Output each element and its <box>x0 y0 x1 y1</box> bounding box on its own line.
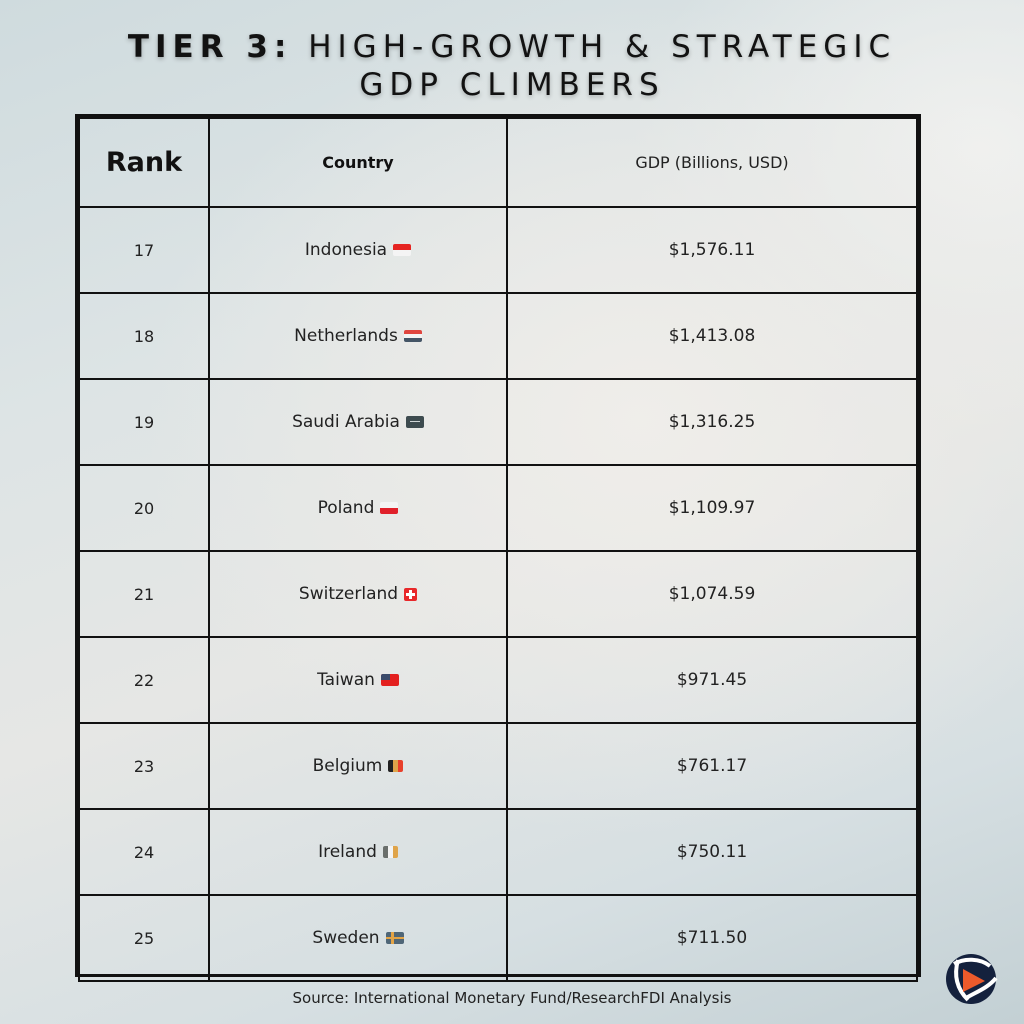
table-row: 17 Indonesia $1,576.11 <box>78 206 918 294</box>
country-cell: Sweden <box>208 894 508 982</box>
table-row: 24 Ireland $750.11 <box>78 808 918 896</box>
researchfdi-logo-icon <box>944 952 998 1006</box>
rank-cell: 17 <box>78 206 210 294</box>
gdp-cell: $1,316.25 <box>506 378 918 466</box>
poland-flag-icon <box>380 502 399 514</box>
table-row: 18 Netherlands $1,413.08 <box>78 292 918 380</box>
gdp-cell: $971.45 <box>506 636 918 724</box>
indonesia-flag-icon <box>393 244 412 256</box>
table-row: 23 Belgium $761.17 <box>78 722 918 810</box>
country-name: Netherlands <box>294 326 398 346</box>
column-header-rank: Rank <box>78 117 210 208</box>
switzerland-flag-icon <box>404 587 418 601</box>
table-header-row: Rank Country GDP (Billions, USD) <box>78 117 918 208</box>
table-row: 21 Switzerland $1,074.59 <box>78 550 918 638</box>
country-cell: Belgium <box>208 722 508 810</box>
gdp-table: Rank Country GDP (Billions, USD) 17 Indo… <box>78 117 918 982</box>
gdp-cell: $711.50 <box>506 894 918 982</box>
ireland-flag-icon <box>382 846 398 858</box>
rank-cell: 18 <box>78 292 210 380</box>
title-tier-label: TIER 3: <box>127 29 293 65</box>
country-name: Ireland <box>318 842 377 862</box>
rank-cell: 20 <box>78 464 210 552</box>
country-cell: Poland <box>208 464 508 552</box>
column-header-gdp: GDP (Billions, USD) <box>506 117 918 208</box>
gdp-cell: $1,413.08 <box>506 292 918 380</box>
table-row: 19 Saudi Arabia $1,316.25 <box>78 378 918 466</box>
country-cell: Ireland <box>208 808 508 896</box>
gdp-cell: $1,109.97 <box>506 464 918 552</box>
column-header-country: Country <box>208 117 508 208</box>
country-cell: Switzerland <box>208 550 508 638</box>
table-row: 25 Sweden $711.50 <box>78 894 918 982</box>
saudi-arabia-flag-icon <box>405 416 424 428</box>
gdp-cell: $750.11 <box>506 808 918 896</box>
gdp-table-container: Rank Country GDP (Billions, USD) 17 Indo… <box>75 114 921 982</box>
country-name: Saudi Arabia <box>292 412 400 432</box>
belgium-flag-icon <box>388 760 404 772</box>
title-subtitle: HIGH-GROWTH & STRATEGIC <box>292 29 897 65</box>
rank-cell: 22 <box>78 636 210 724</box>
country-cell: Indonesia <box>208 206 508 294</box>
source-caption: Source: International Monetary Fund/Rese… <box>292 989 732 1007</box>
country-cell: Taiwan <box>208 636 508 724</box>
rank-cell: 19 <box>78 378 210 466</box>
page-title: TIER 3: HIGH-GROWTH & STRATEGIC GDP CLIM… <box>0 28 1024 104</box>
title-line-1: TIER 3: HIGH-GROWTH & STRATEGIC <box>0 28 1024 66</box>
country-name: Poland <box>317 498 375 518</box>
country-name: Indonesia <box>304 240 388 260</box>
country-name: Belgium <box>312 756 383 776</box>
country-cell: Netherlands <box>208 292 508 380</box>
gdp-cell: $761.17 <box>506 722 918 810</box>
gdp-cell: $1,074.59 <box>506 550 918 638</box>
netherlands-flag-icon <box>403 330 422 342</box>
country-name: Taiwan <box>317 670 375 690</box>
rank-cell: 23 <box>78 722 210 810</box>
gdp-cell: $1,576.11 <box>506 206 918 294</box>
rank-cell: 21 <box>78 550 210 638</box>
taiwan-flag-icon <box>380 674 399 686</box>
table-row: 22 Taiwan $971.45 <box>78 636 918 724</box>
country-cell: Saudi Arabia <box>208 378 508 466</box>
rank-cell: 25 <box>78 894 210 982</box>
table-row: 20 Poland $1,109.97 <box>78 464 918 552</box>
title-line-2: GDP CLIMBERS <box>359 67 665 103</box>
sweden-flag-icon <box>385 932 404 944</box>
rank-cell: 24 <box>78 808 210 896</box>
country-name: Switzerland <box>298 584 399 604</box>
country-name: Sweden <box>312 928 380 948</box>
